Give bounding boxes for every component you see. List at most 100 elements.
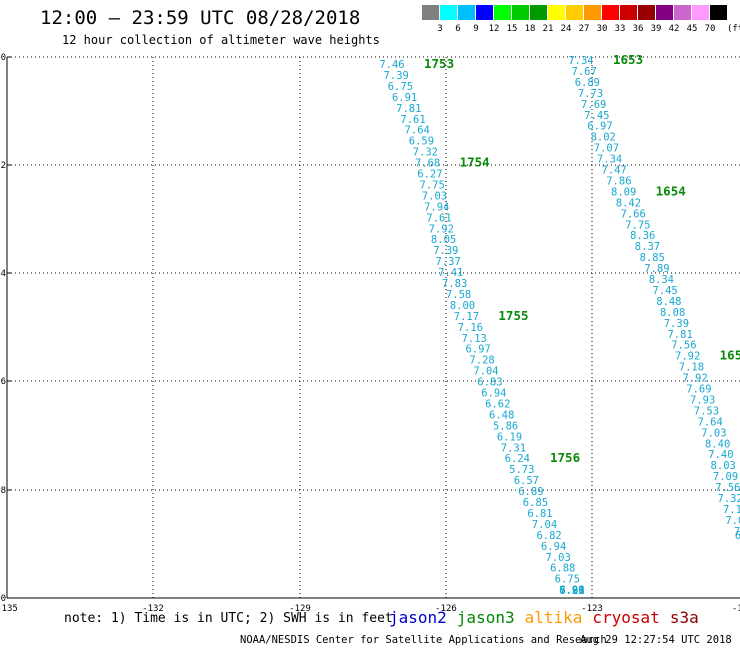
colorbar-swatch bbox=[458, 5, 475, 20]
legend-item-cryosat: cryosat bbox=[592, 608, 660, 627]
y-tick-label: -18 bbox=[0, 486, 6, 496]
wave-height-value: 7.39 bbox=[384, 70, 409, 82]
wave-height-value: 6.19 bbox=[497, 431, 522, 443]
wave-height-value: 7.34 bbox=[568, 55, 593, 67]
wave-height-value: 6.95 bbox=[559, 585, 584, 597]
wave-height-value: 5.73 bbox=[509, 464, 534, 476]
wave-height-value: 7.04 bbox=[473, 366, 498, 378]
wave-height-value: 7.1 bbox=[723, 504, 740, 516]
wave-height-value: 7.92 bbox=[683, 373, 708, 385]
wave-height-value: 7.16 bbox=[458, 322, 483, 334]
colorbar-label: 3 bbox=[437, 24, 443, 34]
pass-time-label: 1756 bbox=[550, 450, 580, 465]
wave-height-value: 7.89 bbox=[644, 263, 669, 275]
wave-height-value: 6.83 bbox=[477, 377, 502, 389]
colorbar-label: 27 bbox=[578, 24, 590, 34]
wave-height-value: 7.68 bbox=[415, 158, 440, 170]
wave-height-value: 7.75 bbox=[420, 179, 445, 191]
wave-height-value: 7.93 bbox=[690, 394, 715, 406]
colorbar-label: 33 bbox=[614, 24, 626, 34]
colorbar-label: 24 bbox=[560, 24, 572, 34]
wave-height-value: 7.34 bbox=[597, 154, 622, 166]
y-tick-label: -10 bbox=[0, 53, 6, 63]
colorbar-swatch bbox=[440, 5, 457, 20]
colorbar-swatch bbox=[548, 5, 565, 20]
wave-height-value: 7.92 bbox=[675, 351, 700, 363]
wave-height-value: 6.97 bbox=[587, 121, 612, 133]
wave-height-value: 6 bbox=[735, 530, 740, 542]
wave-height-value: 7.17 bbox=[454, 311, 479, 323]
wave-height-value: 7.45 bbox=[584, 110, 609, 122]
colorbar-label: 36 bbox=[632, 24, 644, 34]
wave-height-value: 7.08 bbox=[559, 585, 584, 597]
wave-height-value: 8.85 bbox=[640, 252, 665, 264]
wave-height-value: 7.94 bbox=[424, 201, 449, 213]
wave-height-value: 7.67 bbox=[572, 66, 597, 78]
wave-height-value: 7.09 bbox=[713, 471, 738, 483]
colorbar-swatch bbox=[674, 5, 691, 20]
wave-height-value: 6.57 bbox=[514, 475, 539, 487]
colorbar-unit: (ft) bbox=[727, 24, 740, 34]
wave-height-value: 6.97 bbox=[466, 344, 491, 356]
wave-height-value: 6.89 bbox=[575, 77, 600, 89]
wave-height-value: 7.66 bbox=[621, 208, 646, 220]
x-tick-label: -123 bbox=[581, 604, 603, 614]
pass-time-label: 1654 bbox=[656, 183, 686, 198]
wave-height-value: 8.09 bbox=[611, 186, 636, 198]
wave-height-value: 7.47 bbox=[601, 165, 626, 177]
wave-height-value: 7.41 bbox=[438, 267, 463, 279]
wave-height-value: 7.32 bbox=[718, 493, 740, 505]
colorbar-label: 12 bbox=[488, 24, 500, 34]
wave-height-value: 7.28 bbox=[469, 355, 494, 367]
colorbar-swatch bbox=[422, 5, 439, 20]
wave-height-value: 8.03 bbox=[711, 460, 736, 472]
wave-height-value: 7 bbox=[734, 526, 740, 538]
wave-height-value: 7.53 bbox=[694, 405, 719, 417]
wave-height-value: 8.40 bbox=[705, 438, 730, 450]
wave-height-value: 7.81 bbox=[396, 103, 421, 115]
pass-time-label: 1753 bbox=[424, 56, 454, 71]
wave-height-value: 8.42 bbox=[616, 197, 641, 209]
colorbar-label: 15 bbox=[506, 24, 518, 34]
wave-height-value: 7.46 bbox=[379, 59, 404, 71]
wave-height-value: 6.99 bbox=[559, 585, 584, 597]
wave-height-value: 7.73 bbox=[578, 88, 603, 100]
wave-height-value: 6.59 bbox=[409, 136, 434, 148]
wave-height-value: 7.56 bbox=[671, 340, 696, 352]
wave-height-value: 7.69 bbox=[686, 384, 711, 396]
wave-height-value: 8.00 bbox=[450, 300, 475, 312]
wave-height-value: 7.56 bbox=[715, 482, 740, 494]
wave-height-value: 8.05 bbox=[431, 234, 456, 246]
wave-height-value: 7.37 bbox=[435, 256, 460, 268]
colorbar-swatch bbox=[566, 5, 583, 20]
wave-height-value: 7.64 bbox=[405, 125, 430, 137]
wave-height-value: 7.81 bbox=[667, 329, 692, 341]
colorbar-label: 39 bbox=[650, 24, 662, 34]
wave-height-value: 6.85 bbox=[523, 497, 548, 509]
map-subtitle: 12 hour collection of altimeter wave hei… bbox=[62, 33, 380, 47]
wave-height-value: 7.64 bbox=[698, 416, 723, 428]
generated-timestamp: Aug 29 12:27:54 UTC 2018 bbox=[580, 634, 732, 646]
wave-height-value: 6.75 bbox=[388, 81, 413, 93]
y-tick-label: -20 bbox=[0, 594, 6, 604]
x-tick-label: -135 bbox=[0, 604, 18, 614]
wave-height-value: 7.40 bbox=[708, 449, 733, 461]
wave-height-value: 7.31 bbox=[501, 442, 526, 454]
wave-height-value: 7.69 bbox=[581, 99, 606, 111]
x-tick-label: -129 bbox=[289, 604, 311, 614]
colorbar-label: 9 bbox=[473, 24, 479, 34]
colorbar-label: 45 bbox=[686, 24, 698, 34]
legend-item-s3a: s3a bbox=[669, 608, 699, 627]
y-tick-label: -16 bbox=[0, 377, 6, 387]
wave-height-value: 6.82 bbox=[536, 530, 561, 542]
colorbar-swatch bbox=[620, 5, 637, 20]
colorbar-swatch bbox=[584, 5, 601, 20]
x-tick-label: -12 bbox=[732, 604, 740, 614]
y-tick-label: -14 bbox=[0, 269, 6, 279]
wave-height-value: 7.03 bbox=[701, 427, 726, 439]
wave-height-value: 6.91 bbox=[392, 92, 417, 104]
wave-height-value: 8.02 bbox=[591, 132, 616, 144]
wave-height-value: 7.32 bbox=[413, 147, 438, 159]
wave-height-value: 5.86 bbox=[493, 420, 518, 432]
wave-height-value: 6.89 bbox=[518, 486, 543, 498]
